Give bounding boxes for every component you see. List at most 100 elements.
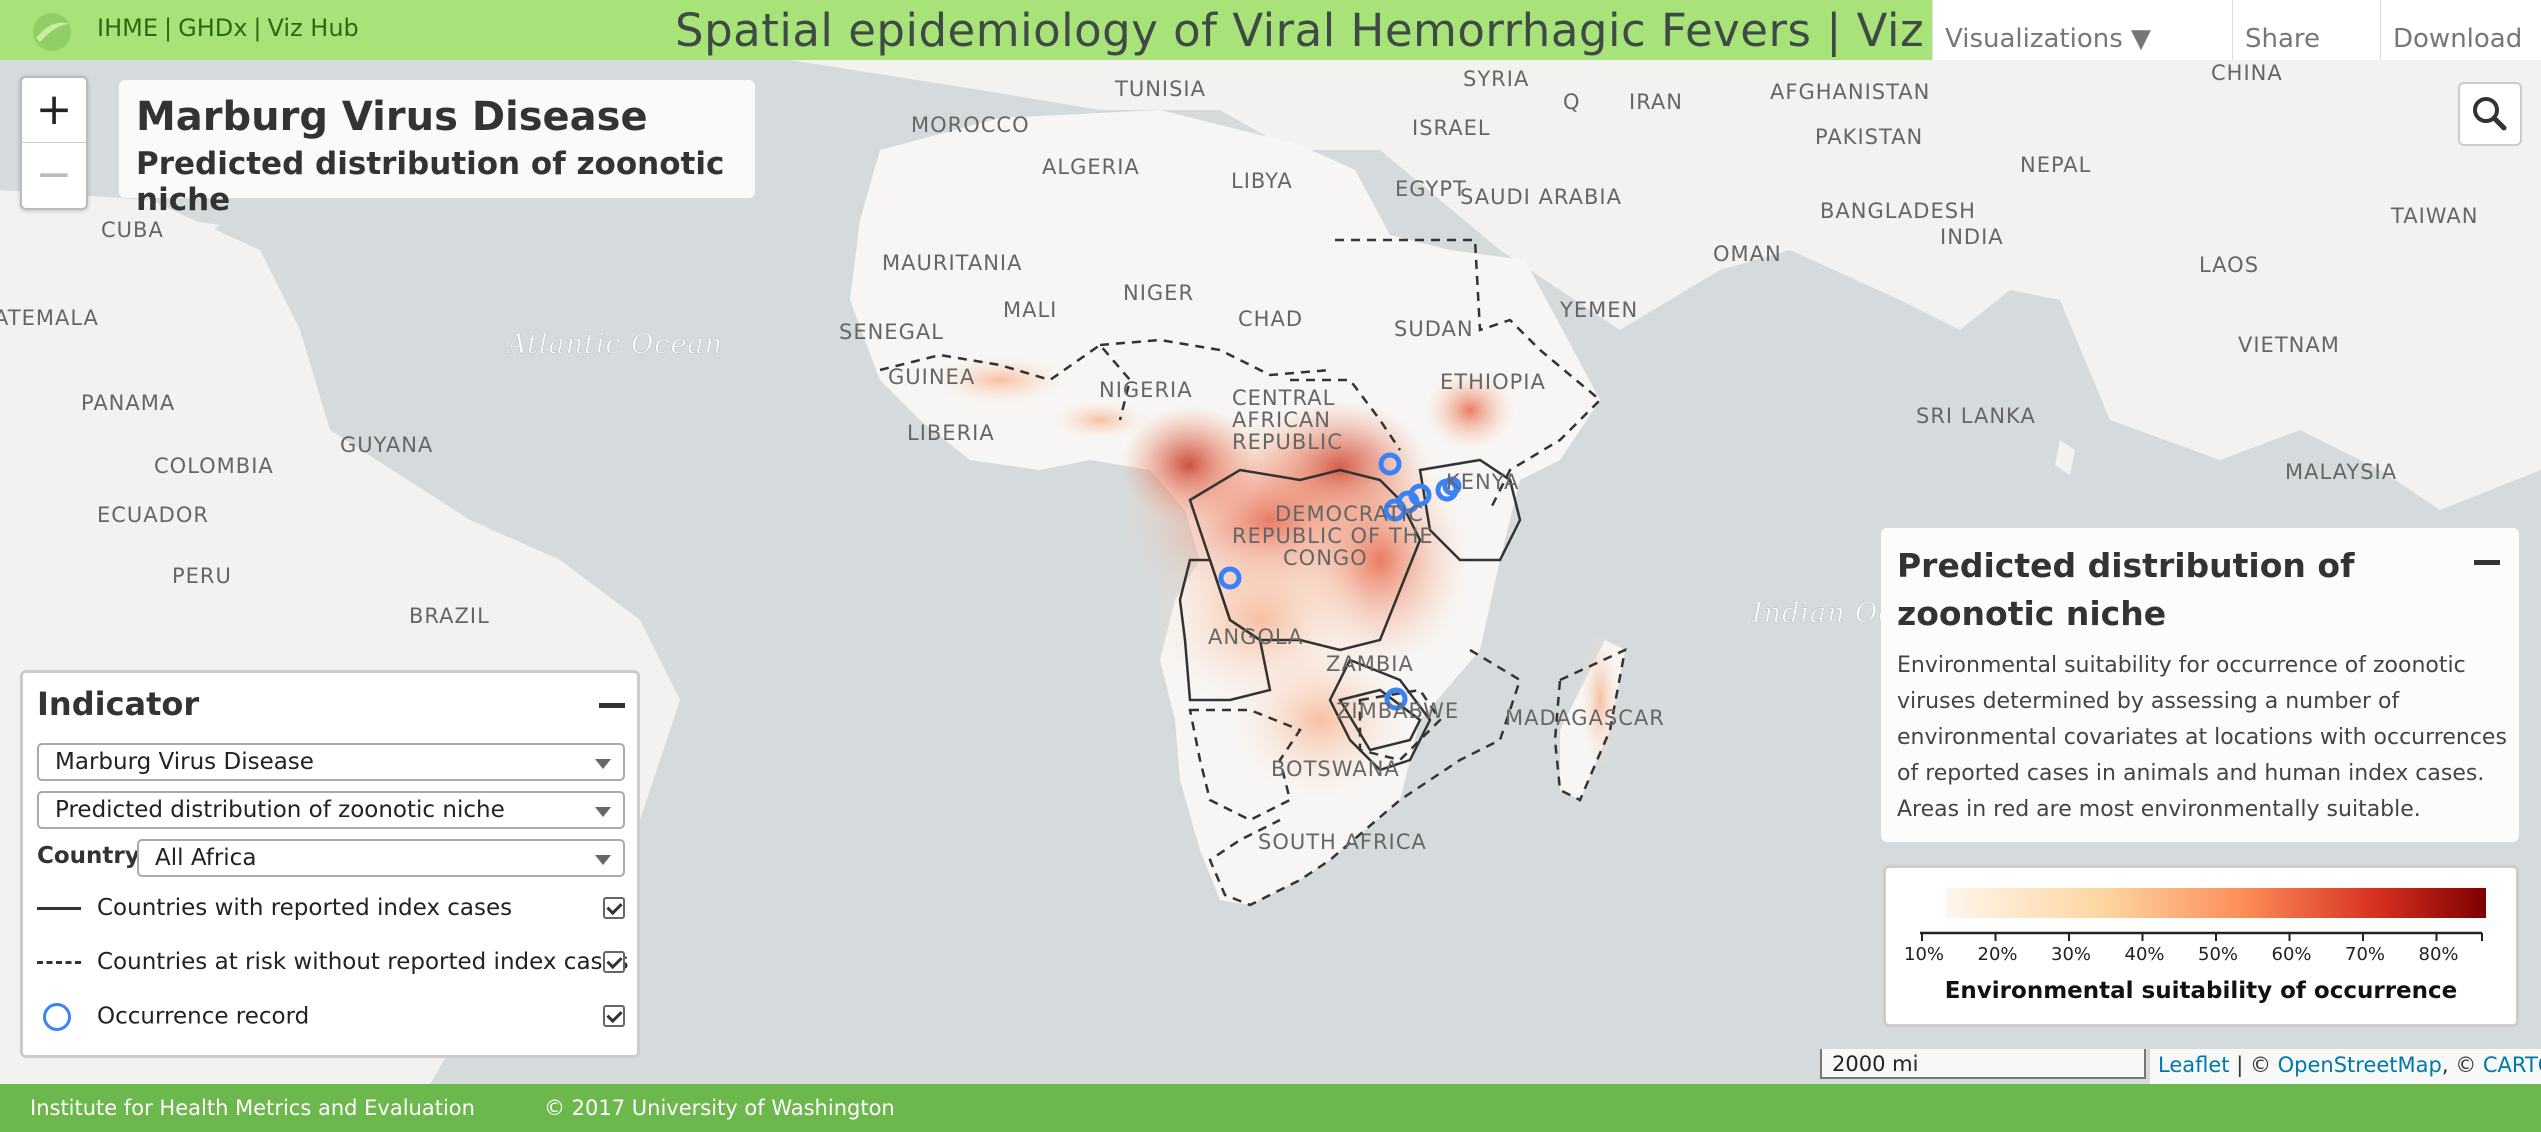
legend-row-occurrence: Occurrence record bbox=[37, 1003, 309, 1031]
scale-tick-label: 10% bbox=[1904, 944, 1944, 965]
svg-text:BANGLADESH: BANGLADESH bbox=[1820, 199, 1976, 223]
svg-text:REPUBLIC OF THE: REPUBLIC OF THE bbox=[1232, 524, 1434, 548]
svg-text:SRI LANKA: SRI LANKA bbox=[1916, 404, 2036, 428]
leaflet-link[interactable]: Leaflet bbox=[2158, 1053, 2230, 1077]
legend-label-at-risk: Countries at risk without reported index… bbox=[97, 949, 629, 975]
at-risk-checkbox[interactable] bbox=[603, 951, 625, 973]
color-scale-bar: 10% 20% 30% 40% 50% 60% 70% 80% bbox=[1904, 888, 2486, 965]
map-title: Marburg Virus Disease bbox=[136, 94, 648, 140]
ihme-logo-icon[interactable] bbox=[30, 10, 74, 52]
solid-line-icon bbox=[37, 907, 81, 910]
svg-text:CUBA: CUBA bbox=[101, 218, 164, 242]
map-subtitle: Predicted distribution of zoonotic niche bbox=[136, 146, 725, 218]
zoom-out-button[interactable]: − bbox=[22, 142, 86, 207]
scale-tick-label: 30% bbox=[2051, 944, 2091, 965]
footer-copyright: © 2017 University of Washington bbox=[544, 1096, 895, 1120]
zoom-in-button[interactable]: + bbox=[35, 84, 73, 135]
footer-org: Institute for Health Metrics and Evaluat… bbox=[30, 1096, 475, 1120]
svg-text:ISRAEL: ISRAEL bbox=[1412, 116, 1491, 140]
map-attribution: Leaflet | © OpenStreetMap, © CARTO bbox=[2150, 1049, 2541, 1084]
legend-row-reported: Countries with reported index cases bbox=[37, 895, 512, 921]
reported-checkbox[interactable] bbox=[603, 897, 625, 919]
svg-text:Q: Q bbox=[1563, 90, 1581, 114]
scale-tick-label: 40% bbox=[2125, 944, 2165, 965]
legend-label-reported: Countries with reported index cases bbox=[97, 895, 513, 921]
caribbean-land bbox=[110, 210, 220, 240]
indicator-title: Indicator bbox=[37, 685, 200, 723]
indicator-panel: Indicator Marburg Virus Disease Predicte… bbox=[20, 670, 640, 1058]
svg-text:EGYPT: EGYPT bbox=[1395, 177, 1467, 201]
color-scale-legend: 10% 20% 30% 40% 50% 60% 70% 80% Environmental s… bbox=[1883, 865, 2519, 1027]
svg-text:DEMOCRATIC: DEMOCRATIC bbox=[1275, 502, 1424, 526]
svg-text:CHAD: CHAD bbox=[1238, 307, 1303, 331]
occurrence-circle-icon bbox=[43, 1003, 71, 1031]
visualizations-menu[interactable]: Visualizations ▼ bbox=[1932, 0, 2232, 60]
atlantic-ocean-label: Atlantic Ocean bbox=[504, 329, 723, 360]
scale-tick-label: 60% bbox=[2272, 944, 2312, 965]
svg-text:MAURITANIA: MAURITANIA bbox=[882, 251, 1022, 275]
carto-link[interactable]: CARTO bbox=[2482, 1053, 2541, 1077]
color-scale-title: Environmental suitability of occurrence bbox=[1944, 978, 2458, 1004]
country-select[interactable]: All Africa bbox=[137, 839, 625, 877]
svg-text:BOTSWANA: BOTSWANA bbox=[1271, 757, 1400, 781]
measure-select[interactable]: Predicted distribution of zoonotic niche bbox=[37, 791, 625, 829]
svg-text:TAIWAN: TAIWAN bbox=[2390, 204, 2478, 228]
svg-text:MADAGASCAR: MADAGASCAR bbox=[1505, 706, 1665, 730]
sri-lanka-land bbox=[2055, 440, 2075, 475]
top-bar: IHME | GHDx | Viz Hub Spatial epidemiology o… bbox=[0, 0, 2541, 60]
eurasia-land bbox=[790, 60, 2541, 510]
disease-select-value: Marburg Virus Disease bbox=[55, 749, 314, 775]
svg-text:AFRICAN: AFRICAN bbox=[1232, 408, 1331, 432]
download-menu[interactable]: Download bbox=[2380, 0, 2541, 60]
svg-text:INDIA: INDIA bbox=[1940, 225, 2004, 249]
svg-text:VIETNAM: VIETNAM bbox=[2238, 333, 2340, 357]
svg-text:NIGER: NIGER bbox=[1123, 281, 1194, 305]
svg-text:GUINEA: GUINEA bbox=[888, 365, 975, 389]
legend-label-occurrence: Occurrence record bbox=[97, 1003, 310, 1030]
country-labels: TUNISIA SYRIA Q IRAN AFGHANISTAN CHINA MOROCC… bbox=[0, 61, 2478, 854]
search-button[interactable] bbox=[2458, 82, 2522, 146]
app-title: Spatial epidemiology of Viral Hemorrhagi… bbox=[675, 4, 2032, 57]
info-description: Environmental suitability for occurrence… bbox=[1897, 653, 2507, 822]
info-collapse-button[interactable] bbox=[2474, 560, 2500, 565]
svg-text:MALI: MALI bbox=[1003, 298, 1057, 322]
occurrence-checkbox[interactable] bbox=[603, 1005, 625, 1027]
ghdx-link[interactable]: GHDx bbox=[178, 14, 248, 42]
search-icon bbox=[2473, 97, 2507, 131]
svg-text:SAUDI ARABIA: SAUDI ARABIA bbox=[1460, 185, 1622, 209]
chevron-down-icon bbox=[595, 807, 611, 817]
ihme-link[interactable]: IHME bbox=[97, 14, 158, 42]
measure-select-value: Predicted distribution of zoonotic niche bbox=[55, 797, 505, 823]
share-menu[interactable]: Share bbox=[2232, 0, 2380, 60]
legend-row-at-risk: Countries at risk without reported index… bbox=[37, 949, 629, 975]
svg-text:AFGHANISTAN: AFGHANISTAN bbox=[1770, 80, 1930, 104]
vizhub-link[interactable]: Viz Hub bbox=[267, 14, 359, 42]
indicator-collapse-button[interactable] bbox=[599, 703, 625, 708]
svg-text:GUYANA: GUYANA bbox=[340, 433, 433, 457]
svg-text:TUNISIA: TUNISIA bbox=[1114, 77, 1206, 101]
svg-text:LIBERIA: LIBERIA bbox=[907, 421, 995, 445]
scale-tick-label: 80% bbox=[2419, 944, 2459, 965]
country-label: Country bbox=[37, 843, 140, 869]
svg-text:OMAN: OMAN bbox=[1713, 242, 1782, 266]
svg-text:IRAN: IRAN bbox=[1629, 90, 1683, 114]
svg-text:MALAYSIA: MALAYSIA bbox=[2285, 460, 2397, 484]
svg-text:MOROCCO: MOROCCO bbox=[911, 113, 1030, 137]
svg-text:SENEGAL: SENEGAL bbox=[839, 320, 944, 344]
info-panel: Predicted distribution of zoonotic niche… bbox=[1881, 528, 2519, 842]
disease-select[interactable]: Marburg Virus Disease bbox=[37, 743, 625, 781]
svg-text:LIBYA: LIBYA bbox=[1231, 169, 1293, 193]
svg-text:ZAMBIA: ZAMBIA bbox=[1326, 652, 1414, 676]
dashed-line-icon bbox=[37, 961, 81, 964]
map-title-box: Marburg Virus Disease Predicted distribu… bbox=[119, 80, 755, 218]
scale-tick-label: 50% bbox=[2198, 944, 2238, 965]
info-title: Predicted distribution of zoonotic niche bbox=[1897, 546, 2355, 633]
svg-text:NEPAL: NEPAL bbox=[2020, 153, 2091, 177]
svg-text:CONGO: CONGO bbox=[1283, 546, 1368, 570]
osm-link[interactable]: OpenStreetMap bbox=[2277, 1053, 2442, 1077]
svg-text:PERU: PERU bbox=[172, 564, 232, 588]
footer: Institute for Health Metrics and Evaluat… bbox=[0, 1084, 2541, 1132]
svg-text:COLOMBIA: COLOMBIA bbox=[154, 454, 274, 478]
country-select-value: All Africa bbox=[155, 845, 257, 871]
map-scale: 2000 mi bbox=[1820, 1049, 2146, 1079]
